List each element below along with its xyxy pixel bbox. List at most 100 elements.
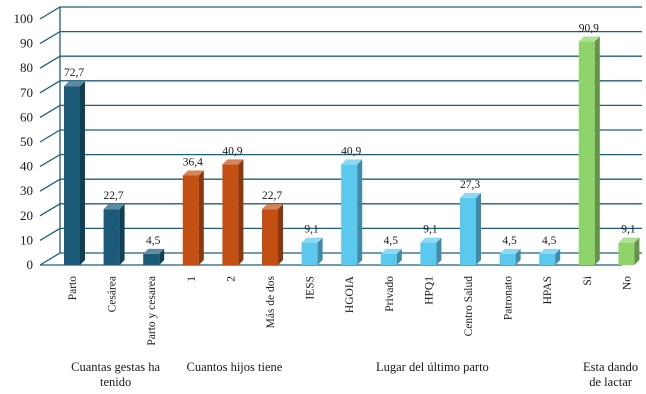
x-axis-category-labels: Parto Cesárea Parto y cesarea 1 2 Más de dos I…: [67, 275, 633, 345]
x-tick-label: Parto y cesarea: [146, 276, 158, 346]
x-tick-label: HPAS: [542, 276, 554, 304]
data-label: 22,7: [262, 190, 282, 202]
bar: [103, 204, 125, 265]
bar-side-face: [515, 248, 521, 265]
data-label: 9,1: [304, 224, 319, 236]
x-tick-label: Centro Salud: [463, 276, 475, 337]
bar-side-face: [80, 81, 85, 266]
bar-front-face: [499, 253, 516, 265]
data-label: 4,5: [384, 235, 399, 247]
y-tick-label: 90: [20, 36, 33, 51]
group-label: Esta dando: [583, 360, 638, 374]
bar: [222, 159, 244, 265]
y-tick-label: 10: [20, 232, 33, 247]
bar-top-face: [301, 237, 323, 243]
bar-side-face: [555, 248, 561, 265]
bar: [380, 248, 402, 265]
gridline: [39, 178, 642, 192]
y-tick-label: 50: [20, 134, 33, 149]
bar-front-face: [64, 86, 80, 266]
bar-side-face: [436, 237, 442, 265]
gridline: [39, 203, 642, 217]
group-label: de lactar: [589, 375, 633, 389]
bar: [539, 248, 561, 265]
bar-front-face: [539, 253, 556, 265]
bar: [301, 237, 323, 265]
bar-top-face: [380, 248, 402, 254]
data-label: 9,1: [423, 224, 438, 236]
group-label: Cuantos hijos tiene: [186, 360, 282, 374]
bar-top-face: [222, 159, 244, 165]
bar-top-face: [262, 204, 283, 210]
bar-side-face: [238, 159, 244, 265]
bar: [143, 248, 165, 265]
bar-front-face: [460, 197, 476, 265]
y-tick-label: 70: [20, 85, 33, 100]
bar-top-face: [420, 237, 442, 243]
gridline: [39, 55, 642, 69]
bar-top-face: [103, 204, 125, 210]
x-tick-label: Cesárea: [107, 276, 119, 312]
y-axis-tick-labels: 0 10 20 30 40 50 60 70 80 90 100: [14, 11, 34, 272]
group-label: Cuantas gestas ha: [71, 360, 160, 374]
x-tick-label: Más de dos: [265, 275, 277, 328]
bar: [578, 36, 600, 265]
gridline: [39, 104, 642, 118]
bar-side-face: [594, 36, 600, 265]
x-tick-label: Patronato: [503, 276, 515, 320]
bar: [420, 237, 442, 265]
bar-front-face: [222, 164, 239, 265]
x-tick-label: Si: [582, 276, 594, 286]
gridline: [39, 129, 642, 143]
y-tick-label: 60: [20, 109, 33, 124]
bar-top-face: [578, 36, 600, 42]
bar-top-face: [539, 248, 561, 254]
bar-top-face: [341, 159, 363, 165]
bar-top-face: [460, 192, 481, 198]
data-label: 4,5: [502, 235, 517, 247]
bar-side-face: [278, 204, 283, 265]
bar-front-face: [103, 209, 120, 265]
bar-front-face: [618, 242, 635, 265]
group-label: tenido: [100, 375, 131, 389]
data-label: 4,5: [542, 235, 557, 247]
bar-front-face: [301, 242, 318, 265]
data-labels: 72,7 22,7 4,5 36,4 40,9 22,7 9,1 40,9 4,5 9,1 27,3…: [64, 22, 636, 247]
bar-top-face: [618, 237, 640, 243]
y-tick-label: 30: [20, 183, 33, 198]
bar-front-face: [182, 175, 199, 265]
data-label: 90,9: [579, 22, 599, 34]
data-label: 4,5: [146, 235, 161, 247]
bar-top-face: [499, 248, 521, 254]
data-label: 22,7: [104, 190, 124, 202]
x-tick-label: IESS: [305, 276, 317, 300]
bar: [64, 81, 85, 266]
x-tick-label: 2: [225, 276, 237, 282]
bars: [64, 36, 640, 266]
bar: [182, 170, 204, 265]
bar-side-face: [317, 237, 323, 265]
bar-side-face: [357, 159, 363, 265]
data-label: 40,9: [222, 145, 242, 157]
bar-side-face: [159, 248, 165, 265]
bar-side-face: [396, 248, 402, 265]
gridline: [39, 80, 642, 94]
data-label: 40,9: [341, 145, 361, 157]
data-label: 9,1: [621, 224, 636, 236]
bar-front-face: [143, 253, 160, 265]
bar-front-face: [578, 41, 595, 265]
data-label: 36,4: [183, 156, 203, 168]
bar: [262, 204, 283, 265]
y-tick-label: 40: [20, 159, 33, 174]
bar-top-face: [64, 81, 85, 87]
x-tick-label: Privado: [384, 276, 396, 312]
bar: [341, 159, 363, 265]
grid: [39, 6, 642, 266]
bar: [618, 237, 640, 265]
x-tick-label: HGOIA: [344, 275, 356, 313]
y-tick-label: 0: [27, 257, 34, 272]
y-tick-label: 80: [20, 60, 33, 75]
data-label: 27,3: [460, 179, 480, 191]
